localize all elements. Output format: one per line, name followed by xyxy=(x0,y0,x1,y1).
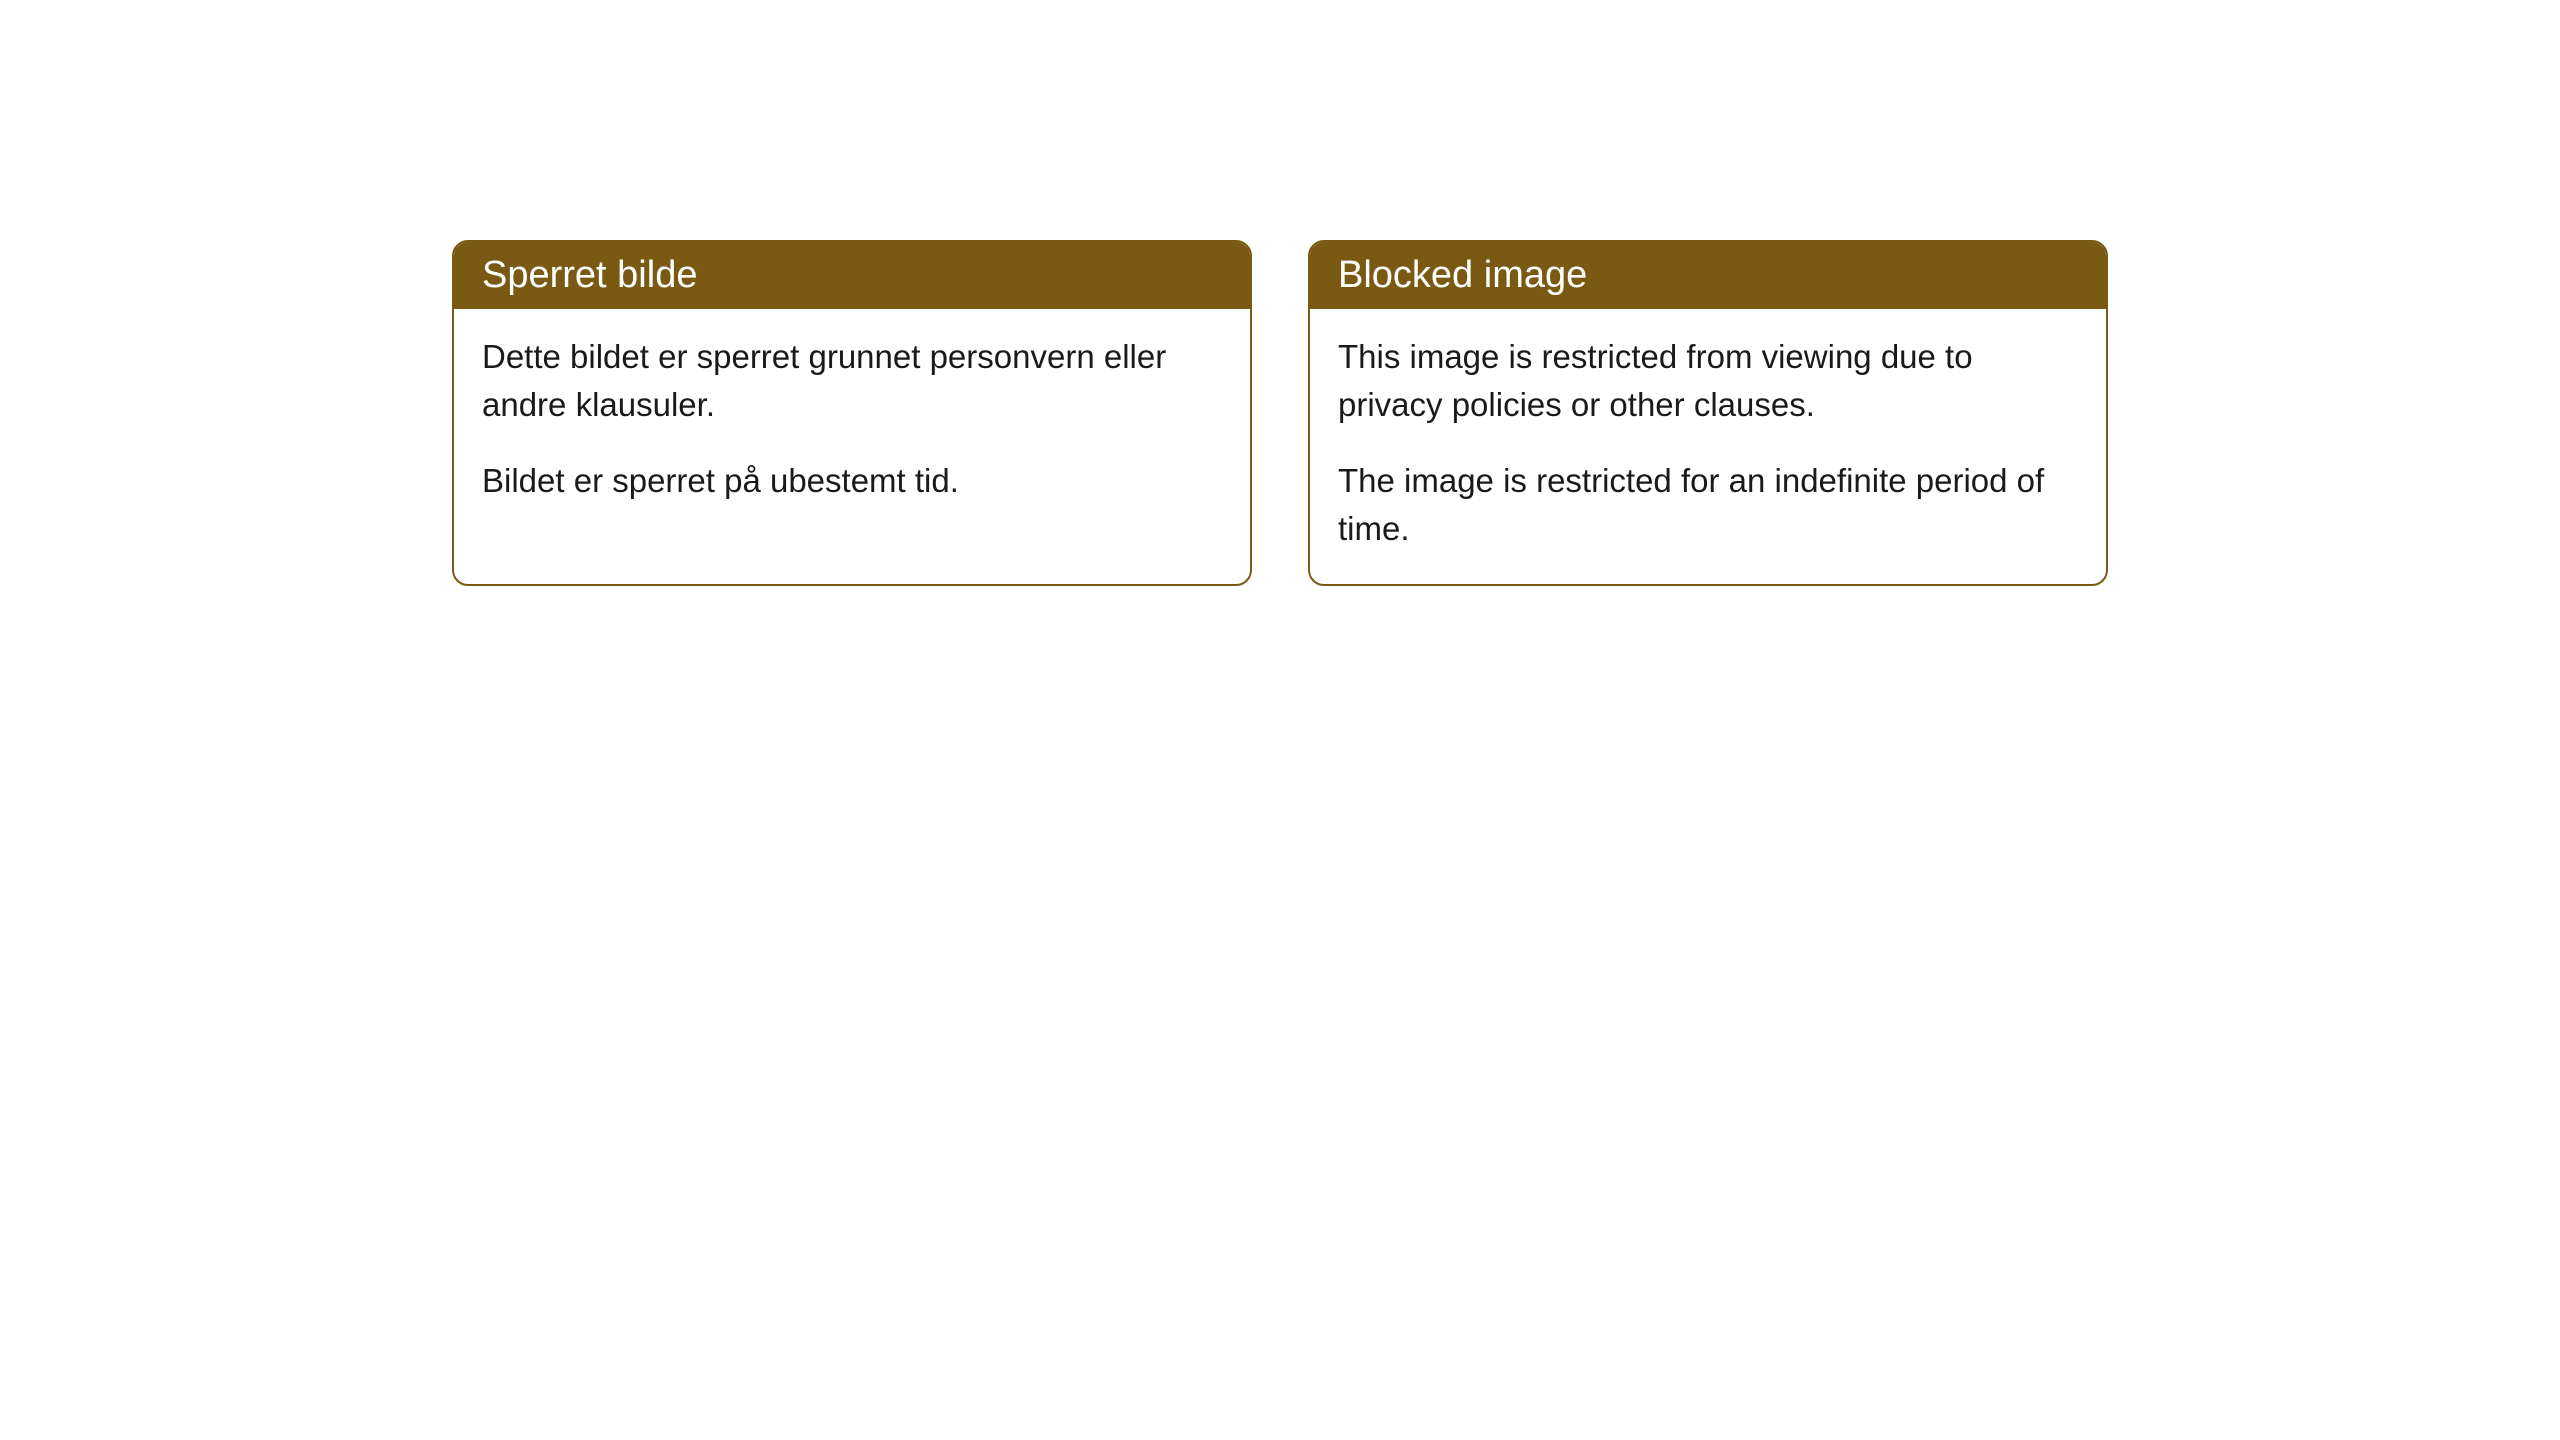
notice-paragraph: This image is restricted from viewing du… xyxy=(1338,333,2078,429)
notice-header: Blocked image xyxy=(1310,242,2106,309)
notice-header: Sperret bilde xyxy=(454,242,1250,309)
notice-paragraph: Dette bildet er sperret grunnet personve… xyxy=(482,333,1222,429)
notice-paragraph: Bildet er sperret på ubestemt tid. xyxy=(482,457,1222,505)
notice-card-english: Blocked image This image is restricted f… xyxy=(1308,240,2108,586)
notice-container: Sperret bilde Dette bildet er sperret gr… xyxy=(452,240,2108,586)
notice-body: This image is restricted from viewing du… xyxy=(1310,309,2106,584)
notice-card-norwegian: Sperret bilde Dette bildet er sperret gr… xyxy=(452,240,1252,586)
notice-paragraph: The image is restricted for an indefinit… xyxy=(1338,457,2078,553)
notice-body: Dette bildet er sperret grunnet personve… xyxy=(454,309,1250,537)
